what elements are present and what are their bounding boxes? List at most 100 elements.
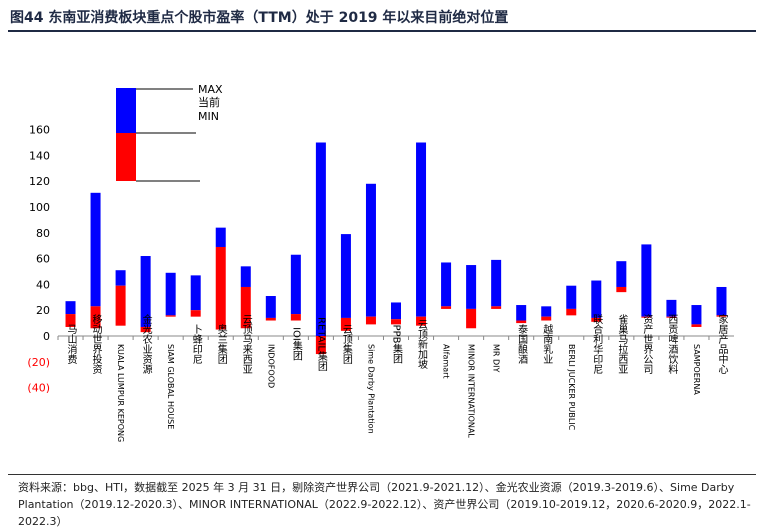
x-axis-labels: 马山消费 移动世界投资 KUALA LUMPUR KEPONG 金光农业资源 SIAM … [57,313,728,442]
bar-range [516,305,527,321]
category-label: KUALA LUMPUR KEPONG [116,344,125,442]
category-label: 奥兰集团 [215,323,227,365]
category-label: RETAIL集团 [315,317,327,372]
y-tick-label: 60 [36,253,50,266]
bar-current [416,316,427,326]
category-label: 云顶马来西亚 [240,314,252,374]
bar-current [290,314,301,321]
bar-range [165,272,176,316]
legend-range-swatch [116,88,136,133]
bar-current [90,306,101,329]
category-label: SAMPOERNA [692,344,701,395]
bar-current [466,308,477,329]
category-label: 金光农业资源 [140,313,152,375]
bar-current [616,286,627,293]
bar-range [616,261,627,287]
category-label: PPB集团 [391,325,403,365]
category-label: 越南乳业 [541,323,553,364]
legend-current-swatch [116,133,136,181]
y-axis: (40) (20) 0 20 40 60 80 100 120 140 160 [27,124,734,395]
y-tick-label: (40) [27,382,50,395]
legend: MAX 当前 MIN [116,83,223,182]
y-tick-label: (20) [27,356,50,369]
bar-current [641,316,652,318]
bar-range [416,142,427,317]
bar-current [315,336,326,355]
category-label: 移动世界投资 [90,313,102,375]
bar-current [441,306,452,309]
category-label: 雀巢马拉西亚 [616,314,628,374]
bar-current [691,324,702,327]
bar-current [340,317,351,331]
y-tick-label: 40 [36,278,50,291]
category-label: INDOFOOD [266,344,275,388]
category-label: 家居产品中心 [716,313,728,374]
bar-current [365,316,376,325]
bar-range [315,142,326,336]
bar-range [466,265,477,309]
bar-range [641,244,652,317]
bar-current [115,285,126,326]
footer-rule [8,474,756,475]
bar-current [666,316,677,318]
bar-range [290,254,301,315]
bar-current [165,315,176,317]
bar-current [65,314,76,327]
y-tick-label: 100 [29,201,50,214]
category-label: 资产世界公司 [641,314,653,374]
category-label: Sime Darby Plantation [366,344,375,434]
bar-current [190,310,201,317]
bar-range [265,296,276,318]
bar-range [441,262,452,307]
bar-range [391,302,401,320]
bar-range [716,286,727,316]
bar-current [240,286,251,329]
y-tick-label: 120 [29,175,50,188]
y-tick-label: 0 [43,330,50,343]
bar-current [140,326,151,333]
bar-current [215,246,226,330]
bar-current [491,306,502,309]
bar-range [115,270,126,286]
category-label: 马山消费 [65,324,77,365]
y-tick-label: 80 [36,227,50,240]
bar-range [340,234,351,318]
bar-range [566,285,577,309]
category-label: 联合利华印尼 [591,314,603,375]
category-label: MINOR INTERNATIONAL [467,344,476,438]
bar-range [140,256,151,327]
bars-group [65,142,727,355]
bar-range [491,259,502,307]
bar-range [65,301,76,315]
y-tick-label: 160 [29,124,50,137]
y-tick-label: 20 [36,304,50,317]
bar-range [666,299,677,317]
legend-min-label: MIN [198,110,219,123]
category-label: IOI集团 [290,327,302,362]
bar-current [265,317,276,321]
bar-current [541,316,552,321]
category-label: 西贡啤酒饮料 [666,314,678,375]
category-label: 云顶集团 [340,324,352,365]
y-tick-label: 140 [29,149,50,162]
category-label: 泰国酿酒 [516,323,528,365]
bar-range [591,280,602,318]
bar-range [365,183,376,317]
figure-title: 图44 东南亚消费板块重点个股市盈率（TTM）处于 2019 年以来目前绝对位置 [10,10,509,26]
category-label: MR DIY [492,344,501,373]
legend-current-label: 当前 [198,95,220,109]
category-label: 云顶新加坡 [416,319,428,370]
bar-range [215,227,226,247]
legend-max-label: MAX [198,83,223,96]
category-label: 卜蜂印尼 [190,324,202,365]
bar-range [541,306,552,317]
category-label: SIAM GLOBAL HOUSE [166,344,175,429]
bar-range [90,192,101,307]
title-rule [8,30,756,32]
bar-current [591,317,602,322]
category-label: Alfamart [442,344,451,379]
bar-current [391,319,401,325]
bar-current [566,308,577,316]
pe-range-chart: (40) (20) 0 20 40 60 80 100 120 140 160 马山消费 移动世界投资… [27,83,734,442]
bar-range [240,266,251,287]
